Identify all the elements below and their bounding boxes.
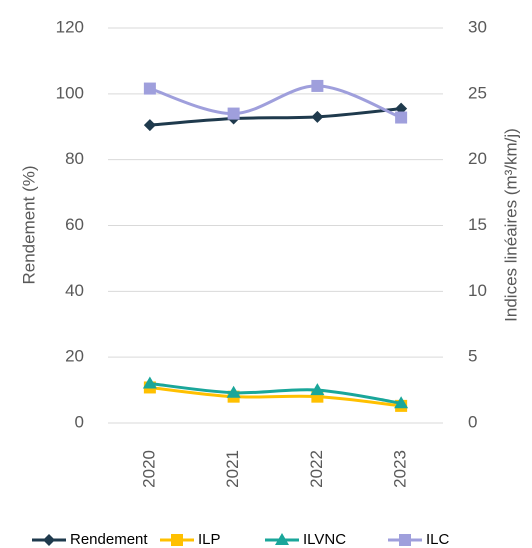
series-line [149,385,402,408]
y2-axis-label: Indices linéaires (m³/km/j) [501,128,520,322]
y-tick-label: 0 [75,412,84,431]
series-line [149,382,402,405]
y2-tick-label: 0 [468,412,477,431]
y-tick-label: 60 [65,215,84,234]
y-tick-label: 40 [65,281,84,300]
x-tick-label: 2020 [139,450,158,488]
y2-tick-label: 10 [468,281,487,300]
point [394,396,409,409]
x-tick-label: 2021 [223,450,242,488]
point [310,383,325,396]
y-axis-label: Rendement (%) [19,165,38,284]
point [311,79,324,92]
y2-tick-label: 25 [468,83,487,102]
series-line [149,84,402,119]
y-tick-label: 80 [65,149,84,168]
y-tick-label: 20 [65,347,84,366]
legend-marker [171,534,183,546]
legend-label: Rendement [70,531,148,548]
point [395,111,408,124]
y-tick-label: 100 [56,83,84,102]
series-line [149,107,402,127]
legend-marker [275,533,289,545]
point [226,385,241,398]
y-tick-label: 120 [56,17,84,36]
legend-label: ILVNC [303,531,346,548]
legend-marker [43,534,55,546]
point [142,376,157,389]
legend-label: ILP [198,531,221,548]
point [227,107,240,120]
x-tick-label: 2023 [391,450,410,488]
y2-tick-label: 20 [468,149,487,168]
y2-tick-label: 30 [468,17,487,36]
legend-marker [399,534,411,546]
x-tick-label: 2022 [307,450,326,488]
y2-tick-label: 15 [468,215,487,234]
legend-label: ILC [426,531,450,548]
y2-tick-label: 5 [468,347,477,366]
point [143,82,156,95]
point [311,110,324,123]
point [143,119,156,132]
